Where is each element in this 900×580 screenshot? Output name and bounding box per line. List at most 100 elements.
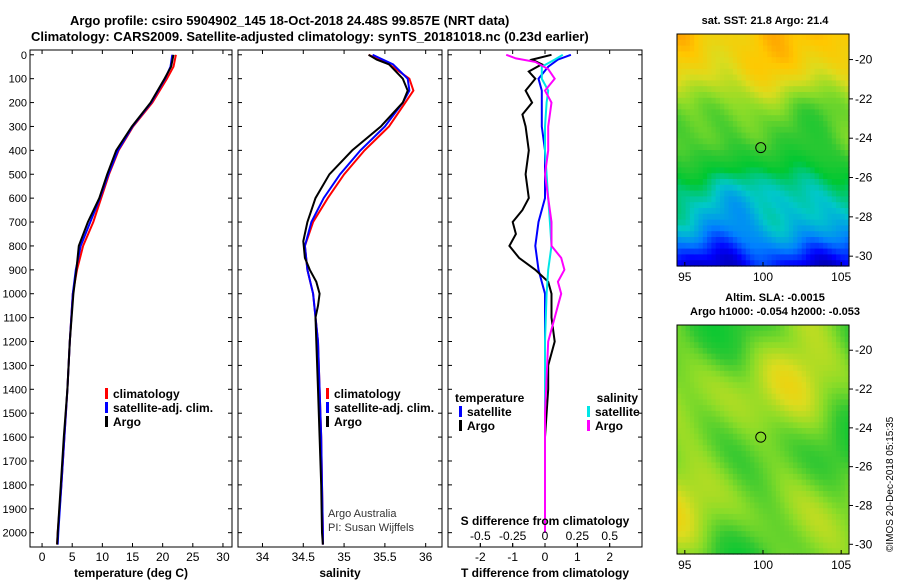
sla_map-cell xyxy=(827,376,833,383)
sst_map-cell xyxy=(741,161,747,168)
sla_map-cell xyxy=(694,342,700,349)
sst_map-cell xyxy=(788,97,794,105)
sla_map-cell xyxy=(775,508,781,515)
sla_map-cell xyxy=(694,399,700,406)
sst_map-cell xyxy=(818,213,824,221)
sla_map-cell xyxy=(784,491,790,498)
sla_map-cell xyxy=(754,422,760,429)
sla_map-cell xyxy=(754,439,760,446)
sst_map-cell xyxy=(707,231,712,238)
sla_map-cell xyxy=(745,502,751,509)
sst_map-cell xyxy=(827,138,833,145)
sst_map-cell xyxy=(720,144,725,151)
sst_map-cell xyxy=(840,121,846,128)
sst_map-cell xyxy=(814,161,820,168)
sst_map-cell xyxy=(698,150,704,157)
sst_map-cell xyxy=(741,63,747,70)
sst_map-cell xyxy=(720,260,725,267)
sla_map-cell xyxy=(827,525,833,532)
sla_map-cell xyxy=(754,519,760,526)
sla_map-cell xyxy=(793,491,798,498)
sla_map-cell xyxy=(844,325,850,332)
sst_map-cell xyxy=(711,260,717,267)
legend-marker xyxy=(587,420,590,431)
sla_map-cell xyxy=(780,468,786,475)
depth-tick-label: 700 xyxy=(9,217,27,229)
sla_map-cell xyxy=(745,370,751,378)
sst_map-cell xyxy=(840,155,846,163)
sla_map-cell xyxy=(797,428,803,435)
sst_map-cell xyxy=(745,254,751,261)
depth-tick-label: 500 xyxy=(9,169,27,181)
sla_map-cell xyxy=(728,342,734,349)
sla_map-cell xyxy=(797,387,803,395)
sst_map-cell xyxy=(689,74,695,81)
sla_map-cell xyxy=(831,479,837,486)
sla_map-cell xyxy=(689,405,695,412)
sst_map-cell xyxy=(732,63,738,70)
sst_map-cell xyxy=(797,167,803,174)
sst_map-cell xyxy=(763,39,768,47)
sla_map-cell xyxy=(750,370,755,378)
sla_map-cell xyxy=(844,450,850,458)
sst_map-cell xyxy=(711,150,717,157)
sst_map-cell xyxy=(720,202,725,209)
sla_map-cell xyxy=(702,508,708,515)
legend-marker xyxy=(459,420,462,431)
sst_map-cell xyxy=(698,184,704,192)
sst_map-cell xyxy=(681,97,687,105)
sla_map-cell xyxy=(767,456,773,463)
sst_map-cell xyxy=(677,80,682,87)
sla_map-cell xyxy=(810,456,816,463)
sla_map-cell xyxy=(750,456,755,463)
sla_map-cell xyxy=(797,542,803,549)
sst_map-cell xyxy=(784,103,790,110)
sla_map-cell xyxy=(763,479,768,486)
sst_map-cell xyxy=(788,254,794,261)
sla_map-cell xyxy=(681,399,687,406)
sst_map-cell xyxy=(698,231,704,238)
sst_map-cell xyxy=(732,260,738,267)
sla_map-cell xyxy=(689,336,695,343)
sla_map-cell xyxy=(844,416,850,423)
sst_map-cell xyxy=(694,219,700,226)
sla_map-cell xyxy=(707,462,712,469)
sla_map-cell xyxy=(793,519,798,526)
sst_map-cell xyxy=(758,68,764,76)
sla_map-cell xyxy=(741,536,747,544)
sla_map-cell xyxy=(741,439,747,446)
sla_map-cell xyxy=(720,365,725,372)
sst_map-cell xyxy=(797,51,803,58)
sla_map-cell xyxy=(844,405,850,412)
sst_map-cell xyxy=(831,121,837,128)
temperature-legend-label: climatology xyxy=(113,387,180,401)
sla_map-cell xyxy=(724,359,730,366)
sla_map-cell xyxy=(827,502,833,509)
sst_map-cell xyxy=(797,248,803,255)
sla_map-cell xyxy=(763,347,768,355)
sst_map-cell xyxy=(818,97,824,105)
sla_map-cell xyxy=(788,525,794,532)
sst_map-cell xyxy=(814,173,820,180)
sst_map-cell xyxy=(689,173,695,180)
sla_map-cell xyxy=(702,479,708,486)
sla_map-cell xyxy=(741,496,747,504)
sst_map-cell xyxy=(827,196,833,203)
sla_map-cell xyxy=(836,439,841,446)
sla_map-cell xyxy=(689,479,695,486)
sst_map-cell xyxy=(694,121,700,128)
sst_map-cell xyxy=(728,248,734,255)
sla_map-cell xyxy=(732,525,738,532)
sst_map-cell xyxy=(732,34,738,41)
sla_map-cell xyxy=(698,502,704,509)
sst_map-cell xyxy=(818,74,824,81)
sst_map-cell xyxy=(775,167,781,174)
sst_map-cell xyxy=(741,237,747,244)
sla_map-cell xyxy=(698,325,704,332)
sst_map-cell xyxy=(784,237,790,244)
sst_map-cell xyxy=(788,184,794,192)
sst_map-cell xyxy=(784,242,790,250)
sst_map-cell xyxy=(818,68,824,76)
sla_map-cell xyxy=(818,525,824,532)
credit-line-2: PI: Susan Wijffels xyxy=(328,522,414,534)
